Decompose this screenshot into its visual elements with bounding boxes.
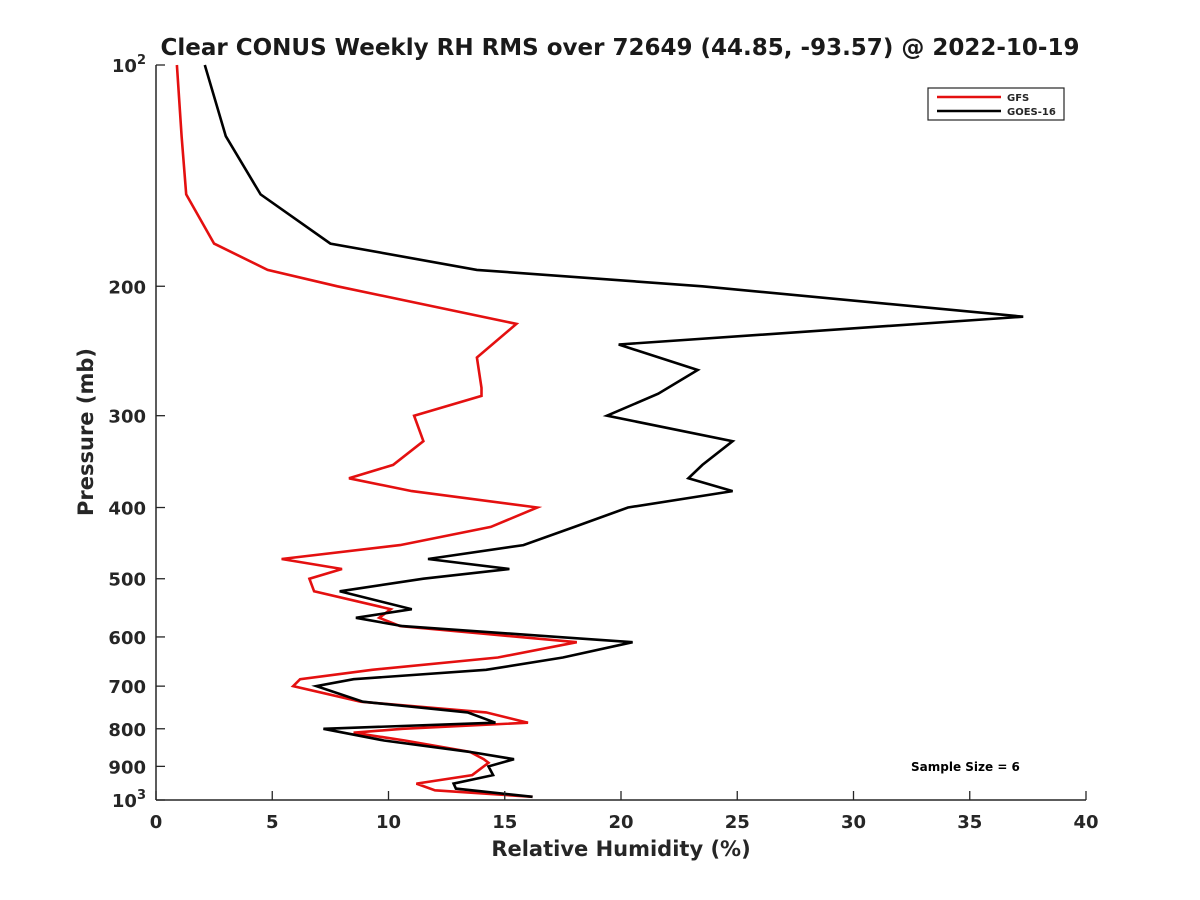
y-tick-label: 103 <box>112 788 146 812</box>
chart-title: Clear CONUS Weekly RH RMS over 72649 (44… <box>161 35 1080 61</box>
x-tick-label: 25 <box>725 812 750 833</box>
legend-label-goes16: GOES-16 <box>1007 107 1056 118</box>
y-axis-ticks: 102 200 300 400 500 600 700 800 900 103 <box>108 53 165 812</box>
y-tick-label: 900 <box>108 757 146 778</box>
legend: GFS GOES-16 <box>927 87 1065 121</box>
plot-area <box>156 65 1086 800</box>
x-tick-label: 15 <box>492 812 517 833</box>
series-line-gfs <box>175 64 578 799</box>
sample-size-annotation: Sample Size = 6 <box>911 760 1020 774</box>
x-tick-label: 10 <box>376 812 401 833</box>
y-tick-label: 600 <box>108 628 146 649</box>
y-tick-label: 102 <box>112 53 146 77</box>
x-tick-label: 30 <box>841 812 866 833</box>
series-layer <box>175 64 1024 799</box>
x-axis-label: Relative Humidity (%) <box>491 837 750 861</box>
y-tick-label: 200 <box>108 277 146 298</box>
x-tick-label: 20 <box>608 812 633 833</box>
y-tick-label: 300 <box>108 407 146 428</box>
series-line-goes16 <box>203 64 1024 799</box>
x-tick-label: 0 <box>150 812 163 833</box>
y-tick-label: 700 <box>108 677 146 698</box>
y-tick-label: 800 <box>108 720 146 741</box>
y-tick-label: 500 <box>108 570 146 591</box>
x-tick-label: 35 <box>957 812 982 833</box>
y-axis-label: Pressure (mb) <box>74 348 98 516</box>
y-tick-label: 400 <box>108 499 146 520</box>
legend-box <box>927 87 1065 121</box>
x-axis-ticks: 0 5 10 15 20 25 30 35 40 <box>150 791 1099 833</box>
x-tick-label: 5 <box>266 812 279 833</box>
legend-label-gfs: GFS <box>1007 93 1029 104</box>
x-tick-label: 40 <box>1073 812 1098 833</box>
